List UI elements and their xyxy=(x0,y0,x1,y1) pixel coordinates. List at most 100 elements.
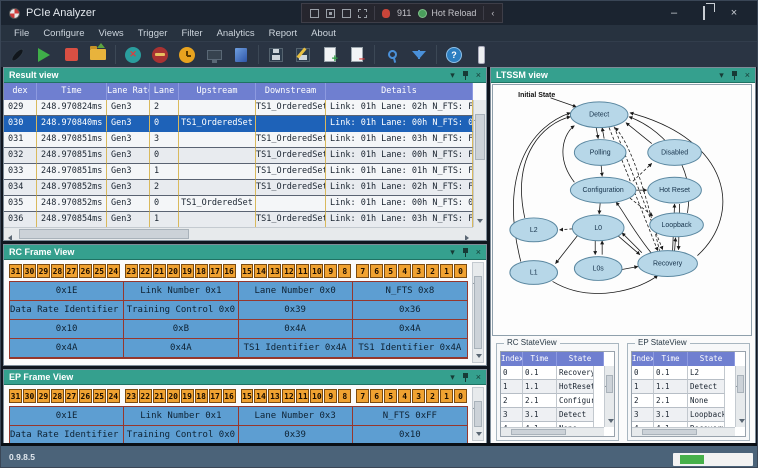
panel-close-button[interactable]: × xyxy=(475,70,481,80)
scroll-right-icon[interactable] xyxy=(465,235,469,240)
frame-field-cell[interactable]: Training Control 0x0 xyxy=(124,426,239,443)
frame-field-cell[interactable]: 0x4A xyxy=(124,339,239,358)
frame-field-cell[interactable]: N_FTS 0xFF xyxy=(352,407,467,426)
slider-handle[interactable] xyxy=(471,45,491,65)
frame-field-cell[interactable]: 0x39 xyxy=(238,301,353,320)
scroll-thumb[interactable] xyxy=(642,429,697,435)
menu-item[interactable]: File xyxy=(14,27,30,39)
menu-item[interactable]: Analytics xyxy=(216,27,255,39)
frame-field-cell[interactable]: N_FTS 0x8 xyxy=(352,282,467,301)
column-header[interactable]: Lane xyxy=(150,83,179,100)
debug-inspect-icon[interactable] xyxy=(310,8,319,18)
table-row[interactable]: 030 248.970840ms Gen3 0 TS1_OrderedSet L… xyxy=(4,116,473,132)
panel-close-button[interactable]: × xyxy=(475,247,481,257)
menu-item[interactable]: About xyxy=(311,27,336,39)
debug-layout-icon[interactable] xyxy=(342,8,351,18)
scroll-down-icon[interactable] xyxy=(476,354,482,358)
analytics-button[interactable] xyxy=(177,45,197,65)
frame-field-cell[interactable]: 0x4A xyxy=(10,339,125,358)
table-row[interactable]: 1 1.1 HotReset xyxy=(501,380,594,394)
capture-pen-button[interactable] xyxy=(7,45,27,65)
close-button[interactable]: × xyxy=(730,7,738,19)
scroll-down-icon[interactable] xyxy=(477,219,483,223)
pin-icon[interactable] xyxy=(462,70,469,80)
debug-adorners-icon[interactable] xyxy=(358,8,367,18)
report-button[interactable] xyxy=(231,45,251,65)
scroll-thumb[interactable] xyxy=(19,229,189,239)
hot-reload-button[interactable]: Hot Reload xyxy=(418,8,476,18)
frame-field-cell[interactable]: Training Control 0x0 xyxy=(124,301,239,320)
panel-close-button[interactable]: × xyxy=(744,70,750,80)
scroll-thumb[interactable] xyxy=(475,114,485,160)
frame-field-cell[interactable]: 0x4A xyxy=(352,320,467,339)
table-row[interactable]: 3 3.1 Loopback xyxy=(632,408,725,422)
probe-button[interactable] xyxy=(382,45,402,65)
vertical-scrollbar[interactable] xyxy=(604,366,614,427)
column-header[interactable]: Upstream xyxy=(179,83,256,100)
frame-field-cell[interactable]: Lane Number 0x0 xyxy=(238,282,353,301)
scroll-thumb[interactable] xyxy=(606,375,613,393)
remove-document-button[interactable] xyxy=(347,45,367,65)
table-row[interactable]: 036 248.970854ms Gen3 1 TS1_OrderedSet L… xyxy=(4,212,473,228)
frame-field-cell[interactable]: 0x10 xyxy=(352,426,467,443)
frame-field-cell[interactable]: 0x10 xyxy=(10,320,125,339)
pin-icon[interactable] xyxy=(462,247,469,257)
frame-field-cell[interactable]: TS1 Identifier 0x4A xyxy=(238,339,353,358)
pin-icon[interactable] xyxy=(731,70,738,80)
add-document-button[interactable] xyxy=(320,45,340,65)
frame-field-cell[interactable]: 0x39 xyxy=(238,426,353,443)
scroll-thumb[interactable] xyxy=(737,375,744,393)
column-header[interactable]: Details xyxy=(326,83,473,100)
vertical-scrollbar[interactable] xyxy=(472,387,484,441)
menu-item[interactable]: Trigger xyxy=(137,27,168,39)
help-button[interactable]: ? xyxy=(444,45,464,65)
panel-menu-button[interactable]: ▾ xyxy=(450,246,455,257)
table-row[interactable]: 3 3.1 Detect xyxy=(501,408,594,422)
start-button[interactable] xyxy=(34,45,54,65)
column-header[interactable]: Index xyxy=(501,352,523,366)
frame-field-cell[interactable]: Link Number 0x1 xyxy=(124,282,239,301)
table-row[interactable]: 1 1.1 Detect xyxy=(632,380,725,394)
scroll-down-icon[interactable] xyxy=(608,419,614,423)
frame-field-cell[interactable]: 0x1E xyxy=(10,407,125,426)
debug-select-element-icon[interactable] xyxy=(326,8,335,18)
table-row[interactable]: 4 4.1 Recovery xyxy=(632,422,725,429)
frame-field-cell[interactable]: TS1 Identifier 0x4A xyxy=(352,339,467,358)
column-header[interactable]: Time xyxy=(523,352,557,366)
frame-field-cell[interactable]: 0x1E xyxy=(10,282,125,301)
filter-button[interactable] xyxy=(409,45,429,65)
configure-button[interactable]: ✕ xyxy=(123,45,143,65)
panel-menu-button[interactable]: ▾ xyxy=(450,69,455,80)
table-row[interactable]: 035 248.970852ms Gen3 0 TS1_OrderedSet L… xyxy=(4,196,473,212)
menu-item[interactable]: Report xyxy=(268,27,298,39)
scroll-thumb[interactable] xyxy=(511,429,566,435)
scroll-left-icon[interactable] xyxy=(8,235,12,240)
table-row[interactable]: 0 0.1 Recovery xyxy=(501,366,594,380)
display-button[interactable] xyxy=(204,45,224,65)
scroll-down-icon[interactable] xyxy=(476,432,482,436)
horizontal-scrollbar[interactable] xyxy=(4,227,473,240)
vertical-scrollbar[interactable] xyxy=(473,100,486,227)
table-row[interactable]: 2 2.1 Configuration xyxy=(501,394,594,408)
column-header[interactable]: Time xyxy=(37,83,107,100)
menu-item[interactable]: Views xyxy=(98,27,124,39)
menu-item[interactable]: Filter xyxy=(181,27,203,39)
pin-icon[interactable] xyxy=(462,372,469,382)
frame-field-cell[interactable]: 0x4A xyxy=(238,320,353,339)
trigger-button[interactable] xyxy=(150,45,170,65)
stop-button[interactable] xyxy=(61,45,81,65)
table-row[interactable]: 033 248.970851ms Gen3 1 TS1_OrderedSet L… xyxy=(4,164,473,180)
open-file-button[interactable] xyxy=(88,43,108,65)
table-row[interactable]: 0 0.1 L2 xyxy=(632,366,725,380)
horizontal-scrollbar[interactable] xyxy=(501,427,604,436)
debug-chevron-icon[interactable]: ‹ xyxy=(491,8,495,18)
column-header[interactable]: Time xyxy=(654,352,688,366)
column-header[interactable]: Downstream xyxy=(256,83,326,100)
panel-menu-button[interactable]: ▾ xyxy=(450,371,455,382)
menu-item[interactable]: Configure xyxy=(43,27,85,39)
panel-close-button[interactable]: × xyxy=(475,372,481,382)
column-header[interactable]: Index xyxy=(632,352,654,366)
column-header[interactable]: dex xyxy=(4,83,37,100)
frame-field-cell[interactable]: Data Rate Identifier 0xE xyxy=(10,301,125,320)
minimize-button[interactable]: – xyxy=(670,7,678,19)
